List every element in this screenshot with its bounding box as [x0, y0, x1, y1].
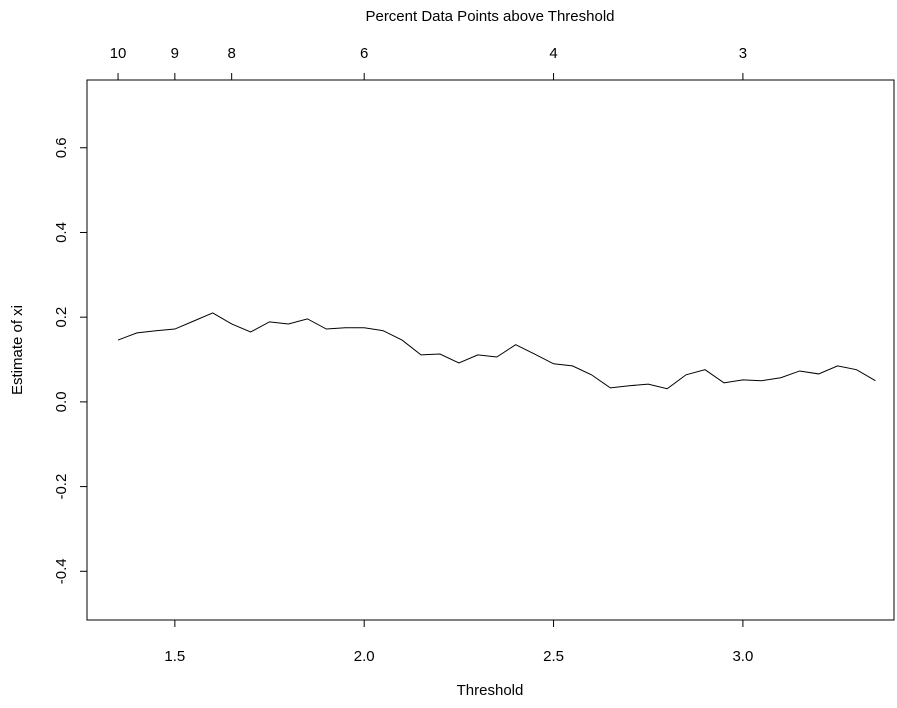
y-tick-label: -0.2 — [53, 474, 70, 500]
top-tick-label: 10 — [110, 45, 127, 62]
data-line — [117, 312, 876, 390]
top-tick-label: 4 — [549, 45, 557, 62]
top-tick-label: 3 — [739, 45, 747, 62]
x-tick-label: 2.0 — [354, 648, 375, 665]
y-tick-label: 0.4 — [53, 222, 70, 243]
top-axis-title: Percent Data Points above Threshold — [365, 8, 614, 25]
y-tick-label: -0.4 — [53, 558, 70, 584]
top-tick-label: 9 — [171, 45, 179, 62]
y-tick-label: 0.2 — [53, 307, 70, 328]
y-tick-label: 0.6 — [53, 137, 70, 158]
y-tick-label: 0.0 — [53, 391, 70, 412]
top-tick-label: 6 — [360, 45, 368, 62]
x-tick-label: 3.0 — [732, 648, 753, 665]
x-tick-label: 2.5 — [543, 648, 564, 665]
y-axis-title: Estimate of xi — [9, 305, 26, 395]
x-tick-label: 1.5 — [164, 648, 185, 665]
top-tick-label: 8 — [227, 45, 235, 62]
x-axis-title: Threshold — [457, 682, 524, 699]
plot-frame — [86, 79, 895, 621]
